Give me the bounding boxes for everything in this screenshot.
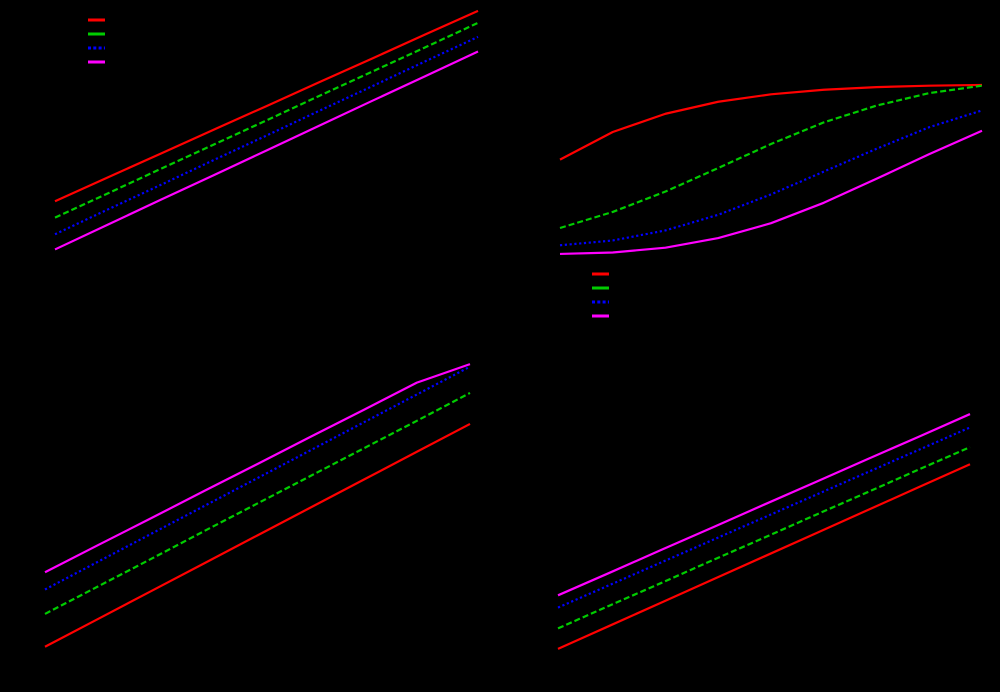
legend-key-line-icon — [592, 296, 609, 308]
bottom-right-panel — [500, 346, 1000, 692]
line-series-2 — [559, 84, 983, 230]
line-series-1 — [559, 83, 983, 161]
line-series-1 — [44, 422, 471, 648]
line-series-2 — [44, 391, 471, 615]
bottom-left-plot-area — [44, 363, 471, 648]
line-series-4 — [44, 363, 471, 574]
legend-row — [592, 296, 614, 308]
legend-row — [592, 282, 614, 294]
bottom-left-panel — [0, 346, 500, 692]
legend-key-line-icon — [88, 14, 105, 26]
legend-key-line-icon — [88, 42, 105, 54]
line-series-3 — [54, 35, 479, 236]
top-left-plot-area — [54, 9, 479, 251]
legend-row — [88, 56, 110, 68]
legend-key-line-icon — [592, 310, 609, 322]
top-left-panel — [0, 0, 500, 346]
line-series-4 — [559, 129, 983, 256]
legend-row — [592, 310, 614, 322]
legend-row — [88, 14, 110, 26]
line-series-3 — [559, 109, 983, 247]
top-left-legend — [88, 14, 110, 70]
legend-row — [88, 28, 110, 40]
line-series-1 — [54, 9, 479, 203]
legend-key-line-icon — [592, 282, 609, 294]
line-series-4 — [54, 50, 479, 251]
line-series-3 — [44, 365, 471, 591]
legend-row — [88, 42, 110, 54]
bottom-left-series-group — [44, 363, 471, 648]
bottom-right-series-group — [557, 413, 971, 650]
legend-key-line-icon — [88, 28, 105, 40]
top-right-legend — [592, 268, 614, 324]
line-series-3 — [557, 426, 971, 609]
top-right-panel — [500, 0, 1000, 346]
legend-key-line-icon — [592, 268, 609, 280]
bottom-right-plot-area — [557, 413, 971, 650]
line-series-2 — [54, 21, 479, 219]
top-left-series-group — [54, 9, 479, 251]
line-series-1 — [557, 463, 971, 650]
legend-row — [592, 268, 614, 280]
top-right-plot-area — [559, 83, 983, 256]
line-series-4 — [557, 413, 971, 597]
line-series-2 — [557, 446, 971, 630]
legend-key-line-icon — [88, 56, 105, 68]
top-right-series-group — [559, 83, 983, 256]
